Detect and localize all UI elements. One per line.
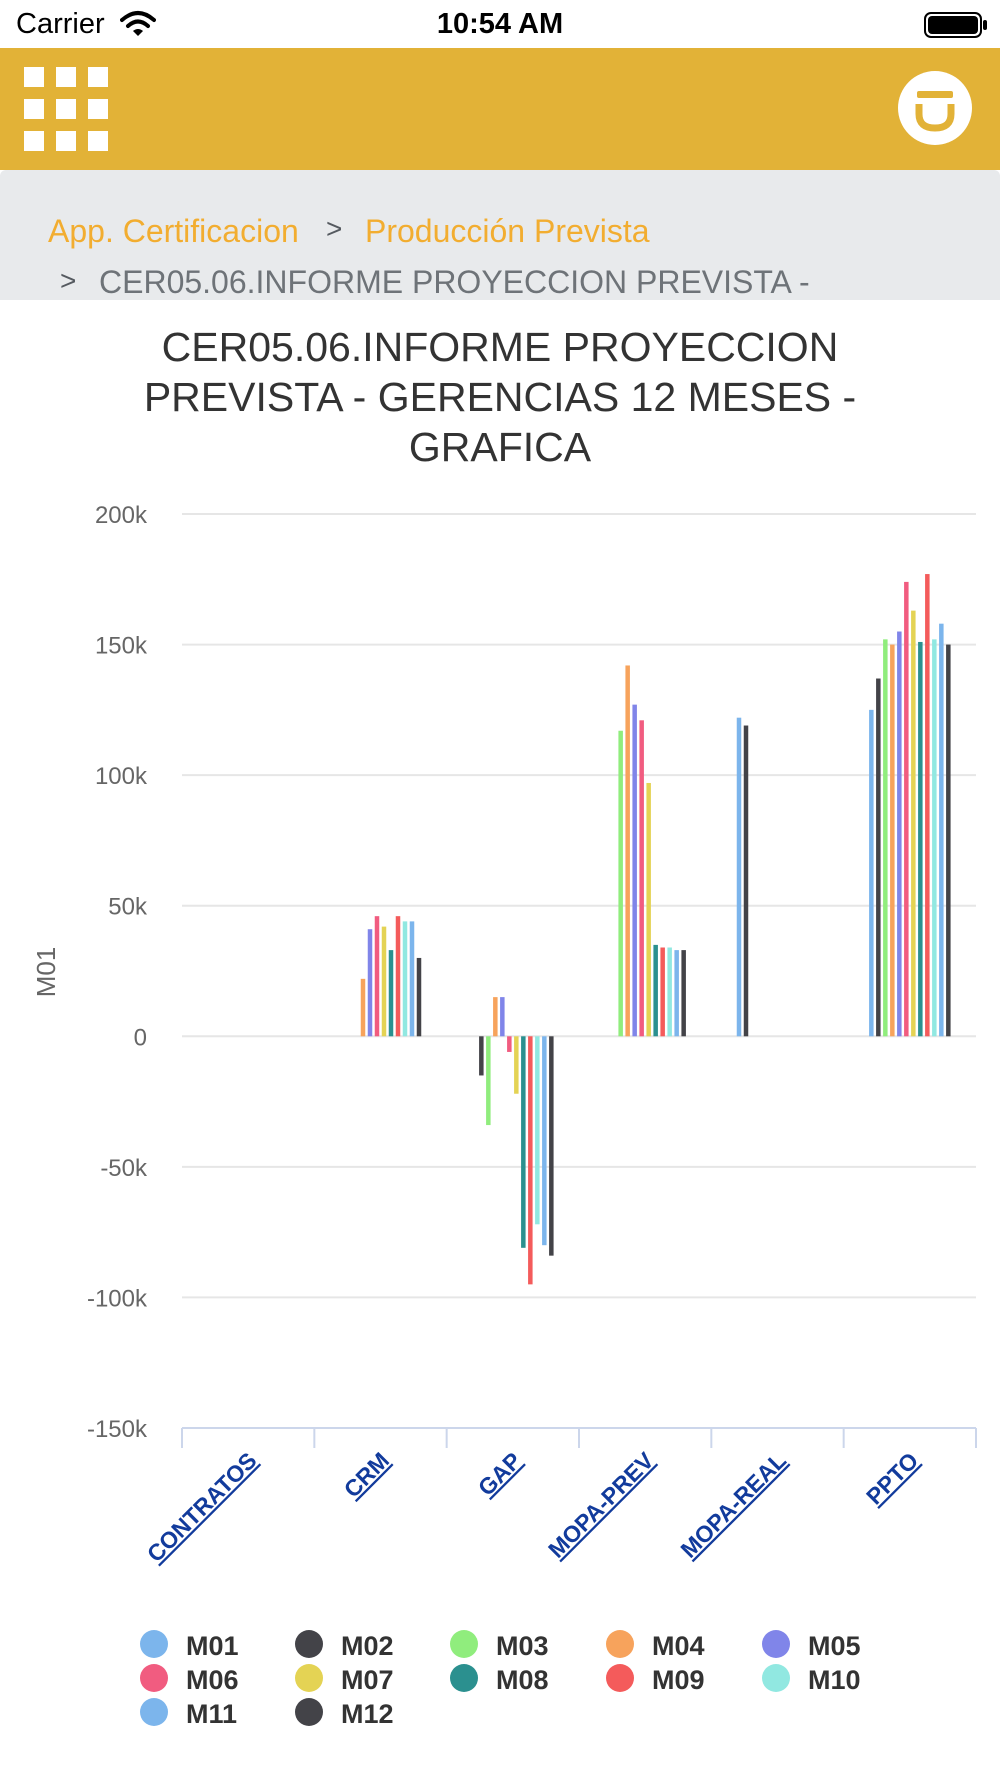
- legend-marker[interactable]: [295, 1664, 323, 1692]
- breadcrumb-separator: >: [60, 265, 77, 296]
- legend-marker[interactable]: [450, 1630, 478, 1658]
- bar-m10-mopa-prev: [667, 947, 672, 1037]
- legend-item-m11[interactable]: M11: [186, 1699, 237, 1729]
- y-tick-label: -100k: [87, 1285, 148, 1312]
- breadcrumb-current: CER05.06.INFORME PROYECCION PREVISTA -: [99, 264, 810, 300]
- legend-item-m03[interactable]: M03: [496, 1631, 549, 1661]
- x-category-label[interactable]: PPTO: [861, 1447, 923, 1509]
- bar-m04-crm: [360, 978, 366, 1037]
- y-tick-label: 100k: [95, 763, 148, 790]
- breadcrumb-link-app-certificacion[interactable]: App. Certificacion: [48, 213, 299, 249]
- bar-m02-gap: [479, 1036, 484, 1076]
- legend-marker[interactable]: [762, 1630, 790, 1658]
- bar-m10-crm: [402, 921, 408, 1037]
- bar-m08-mopa-prev: [653, 944, 658, 1037]
- bar-m12-mopa-prev: [681, 950, 686, 1037]
- bar-chart: 200k 150k 100k 50k 0 -50k -100k -150k M01 CONTRAT…: [31, 502, 977, 1729]
- legend-marker[interactable]: [762, 1664, 790, 1692]
- bar-m11-mopa-prev: [674, 950, 679, 1037]
- bar-m07-gap: [514, 1036, 519, 1094]
- legend-marker[interactable]: [140, 1698, 168, 1726]
- legend-item-m01[interactable]: M01: [186, 1631, 239, 1661]
- legend-marker[interactable]: [140, 1664, 168, 1692]
- breadcrumb-separator: >: [326, 213, 343, 244]
- x-category-label[interactable]: GAP: [473, 1447, 527, 1501]
- bar-m06-crm: [374, 916, 380, 1037]
- carrier-label: Carrier: [16, 8, 105, 40]
- bar-m06-ppto: [904, 581, 909, 1037]
- apps-grid-icon[interactable]: [24, 67, 108, 151]
- wifi-icon: [120, 11, 156, 36]
- legend-item-m10[interactable]: M10: [808, 1665, 861, 1695]
- battery-icon: [924, 12, 987, 38]
- bar-m12-ppto: [946, 644, 951, 1037]
- y-axis-title: M01: [31, 947, 61, 998]
- bar-m06-gap: [507, 1036, 512, 1052]
- legend-item-m02[interactable]: M02: [341, 1631, 394, 1661]
- bar-m01-mopa-real: [736, 717, 742, 1037]
- app-header: [0, 48, 1000, 170]
- bar-m08-crm: [388, 950, 394, 1037]
- bar-m11-crm: [409, 921, 415, 1037]
- legend-item-m12[interactable]: M12: [341, 1699, 394, 1729]
- legend-marker[interactable]: [295, 1630, 323, 1658]
- bar-m03-ppto: [883, 639, 888, 1037]
- legend-marker[interactable]: [295, 1698, 323, 1726]
- x-category-label[interactable]: MOPA-REAL: [675, 1447, 791, 1563]
- bar-m07-ppto: [911, 610, 916, 1037]
- breadcrumb-link-produccion-prevista[interactable]: Producción Prevista: [365, 213, 650, 249]
- chart-title: CER05.06.INFORME PROYECCION PREVISTA - G…: [143, 324, 857, 470]
- y-tick-label: -50k: [100, 1155, 148, 1182]
- legend-item-m09[interactable]: M09: [652, 1665, 705, 1695]
- legend-item-m07[interactable]: M07: [341, 1665, 394, 1695]
- x-category-label[interactable]: CRM: [339, 1447, 394, 1502]
- bar-m06-mopa-prev: [639, 720, 644, 1037]
- bar-m03-gap: [486, 1036, 491, 1126]
- bar-m12-gap: [549, 1036, 554, 1256]
- legend-marker[interactable]: [606, 1664, 634, 1692]
- y-tick-label: 50k: [108, 894, 148, 921]
- bar-m09-gap: [528, 1036, 533, 1285]
- bar-m08-gap: [521, 1036, 526, 1248]
- bar-m08-ppto: [918, 641, 923, 1037]
- legend-item-m06[interactable]: M06: [186, 1665, 239, 1695]
- bar-m09-mopa-prev: [660, 947, 665, 1037]
- bar-m03-mopa-prev: [618, 730, 623, 1037]
- x-category-label[interactable]: CONTRATOS: [142, 1447, 262, 1567]
- bar-m05-mopa-prev: [632, 704, 637, 1037]
- bar-m07-crm: [381, 926, 387, 1037]
- bar-m01-ppto: [869, 709, 874, 1037]
- bar-m10-gap: [535, 1036, 540, 1225]
- bar-m09-ppto: [925, 574, 930, 1037]
- y-tick-label: 200k: [95, 502, 148, 529]
- status-bar: Carrier 10:54 AM: [0, 0, 1000, 48]
- legend-marker[interactable]: [606, 1630, 634, 1658]
- bar-m09-crm: [395, 916, 401, 1037]
- status-time: 10:54 AM: [436, 8, 564, 40]
- bar-m02-ppto: [876, 678, 881, 1037]
- legend-item-m04[interactable]: M04: [652, 1631, 705, 1661]
- bar-m02-mopa-real: [743, 725, 749, 1037]
- y-tick-label: -150k: [87, 1416, 148, 1443]
- legend-item-m08[interactable]: M08: [496, 1665, 549, 1695]
- bar-m12-crm: [416, 957, 422, 1037]
- bar-m04-gap: [493, 997, 498, 1037]
- breadcrumb: App. Certificacion > Producción Prevista…: [0, 170, 1000, 300]
- user-logo-icon[interactable]: [897, 70, 973, 146]
- bar-m07-mopa-prev: [646, 782, 651, 1037]
- bar-m04-ppto: [890, 644, 895, 1037]
- bar-m05-crm: [367, 929, 373, 1037]
- legend-marker[interactable]: [140, 1630, 168, 1658]
- x-category-label[interactable]: MOPA-PREV: [543, 1447, 659, 1563]
- bar-m05-ppto: [897, 631, 902, 1037]
- y-tick-label: 150k: [95, 633, 148, 660]
- legend-marker[interactable]: [450, 1664, 478, 1692]
- bar-m11-ppto: [939, 623, 944, 1037]
- y-tick-label: 0: [134, 1024, 147, 1051]
- bar-m04-mopa-prev: [625, 665, 630, 1037]
- bar-m11-gap: [542, 1036, 547, 1246]
- legend-item-m05[interactable]: M05: [808, 1631, 861, 1661]
- bar-m05-gap: [500, 997, 505, 1037]
- bar-m10-ppto: [932, 639, 937, 1037]
